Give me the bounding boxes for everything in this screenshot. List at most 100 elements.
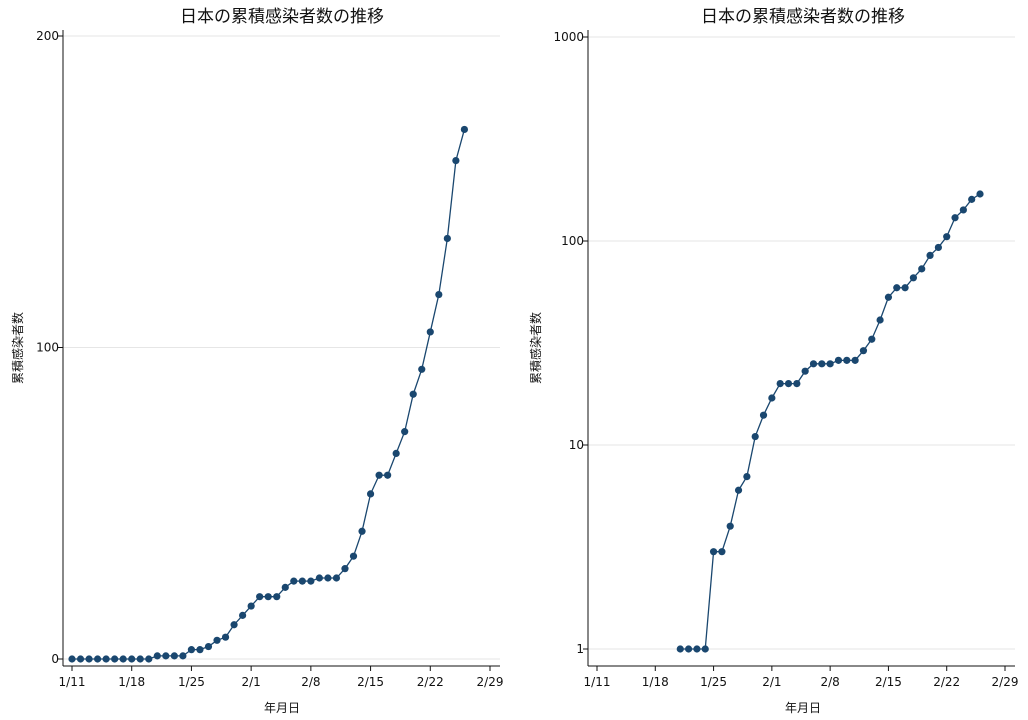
data-point [776, 379, 784, 388]
data-point [784, 379, 793, 388]
data-point [341, 565, 349, 573]
data-point [392, 449, 400, 458]
chart-title: 日本の累積感染者数の推移 [701, 7, 905, 27]
data-point [884, 293, 893, 301]
data-point [136, 655, 144, 663]
x-tick-label: 2/15 [357, 675, 384, 689]
y-tick-label: 1 [576, 642, 584, 656]
data-point [213, 636, 221, 644]
series-layer [676, 190, 984, 653]
x-tick-label: 1/18 [118, 675, 145, 689]
data-point [298, 577, 306, 585]
data-point [843, 356, 851, 364]
data-point [918, 265, 926, 273]
y-tick-label: 1000 [553, 30, 584, 44]
data-point [826, 360, 834, 368]
data-point [751, 432, 759, 441]
data-point [221, 633, 230, 641]
series-layer [68, 125, 469, 663]
data-point [676, 645, 684, 653]
data-point [68, 655, 76, 663]
data-point [409, 390, 417, 398]
data-point [418, 365, 426, 373]
data-point [968, 195, 976, 203]
data-point [976, 190, 984, 198]
data-point [179, 652, 187, 660]
x-tick-label: 1/11 [59, 675, 86, 689]
x-tick-label: 1/25 [700, 675, 727, 689]
data-point [93, 655, 102, 663]
data-point [876, 316, 884, 324]
data-point [162, 652, 170, 660]
gridlines [63, 35, 500, 660]
data-point [893, 284, 901, 292]
data-point [443, 234, 451, 243]
x-tick-label: 2/22 [417, 675, 444, 689]
data-point [281, 583, 289, 591]
data-point [187, 646, 196, 654]
axis-ticks: 0 100 200 1/11 1/18 1/25 2/1 2/8 2/15 2/22 2/29 [36, 29, 503, 689]
data-point [834, 356, 843, 364]
data-point [111, 655, 119, 663]
y-axis-label: 累積感染者数 [528, 312, 543, 384]
data-point [684, 645, 693, 653]
data-point [934, 243, 942, 252]
data-point [264, 593, 272, 601]
data-point [926, 251, 934, 259]
data-point [145, 655, 153, 663]
data-point [153, 652, 161, 660]
data-point [349, 552, 358, 560]
data-point [239, 611, 247, 619]
data-point [859, 347, 868, 355]
data-point [332, 574, 341, 582]
data-point [358, 527, 366, 535]
data-point [793, 379, 801, 388]
data-point [128, 655, 136, 663]
series-line [72, 129, 466, 660]
data-point [375, 471, 383, 479]
x-axis-label: 年月日 [264, 701, 300, 715]
data-point [307, 577, 315, 585]
data-point [204, 642, 213, 651]
data-point [196, 646, 204, 654]
data-point [315, 574, 323, 582]
log-scale-chart: 日本の累積感染者数の推移 1 10 100 1000 1/11 1/18 1/25 2/1 2/… [528, 7, 1018, 715]
y-axis-label: 累積感染者数 [10, 312, 25, 384]
data-point [435, 290, 443, 299]
data-point [230, 621, 238, 629]
data-point [693, 645, 701, 653]
data-point [959, 206, 967, 214]
series-line [680, 193, 981, 650]
data-point [951, 214, 959, 222]
data-point [85, 655, 93, 663]
data-point [743, 473, 751, 481]
y-tick-label: 200 [36, 29, 59, 43]
data-point [801, 367, 809, 375]
x-tick-label: 2/29 [477, 675, 504, 689]
data-point [943, 233, 951, 241]
gridlines [588, 36, 1015, 650]
chart-title: 日本の累積感染者数の推移 [180, 7, 384, 27]
x-axis-label: 年月日 [785, 701, 821, 715]
data-point [851, 356, 859, 364]
data-point [718, 548, 726, 556]
linear-scale-chart: 日本の累積感染者数の推移 0 100 200 1/11 1/18 1/25 2/1 2/8 2/… [10, 7, 503, 715]
data-point [401, 428, 409, 436]
data-point [273, 593, 281, 601]
axis-ticks: 1 10 100 1000 1/11 1/18 1/25 2/1 2/8 2/15 2/22 2/29 [553, 30, 1018, 689]
x-tick-label: 2/15 [875, 675, 902, 689]
data-point [709, 548, 718, 556]
data-point [726, 522, 734, 530]
data-point [909, 274, 918, 282]
data-point [460, 125, 469, 134]
x-tick-label: 2/1 [241, 675, 260, 689]
data-point [119, 655, 127, 663]
y-tick-label: 100 [561, 234, 584, 248]
x-tick-label: 2/29 [992, 675, 1019, 689]
data-point [701, 645, 709, 653]
y-tick-label: 10 [569, 438, 584, 452]
y-tick-label: 0 [51, 652, 59, 666]
data-point [384, 471, 392, 479]
data-point [868, 335, 876, 343]
